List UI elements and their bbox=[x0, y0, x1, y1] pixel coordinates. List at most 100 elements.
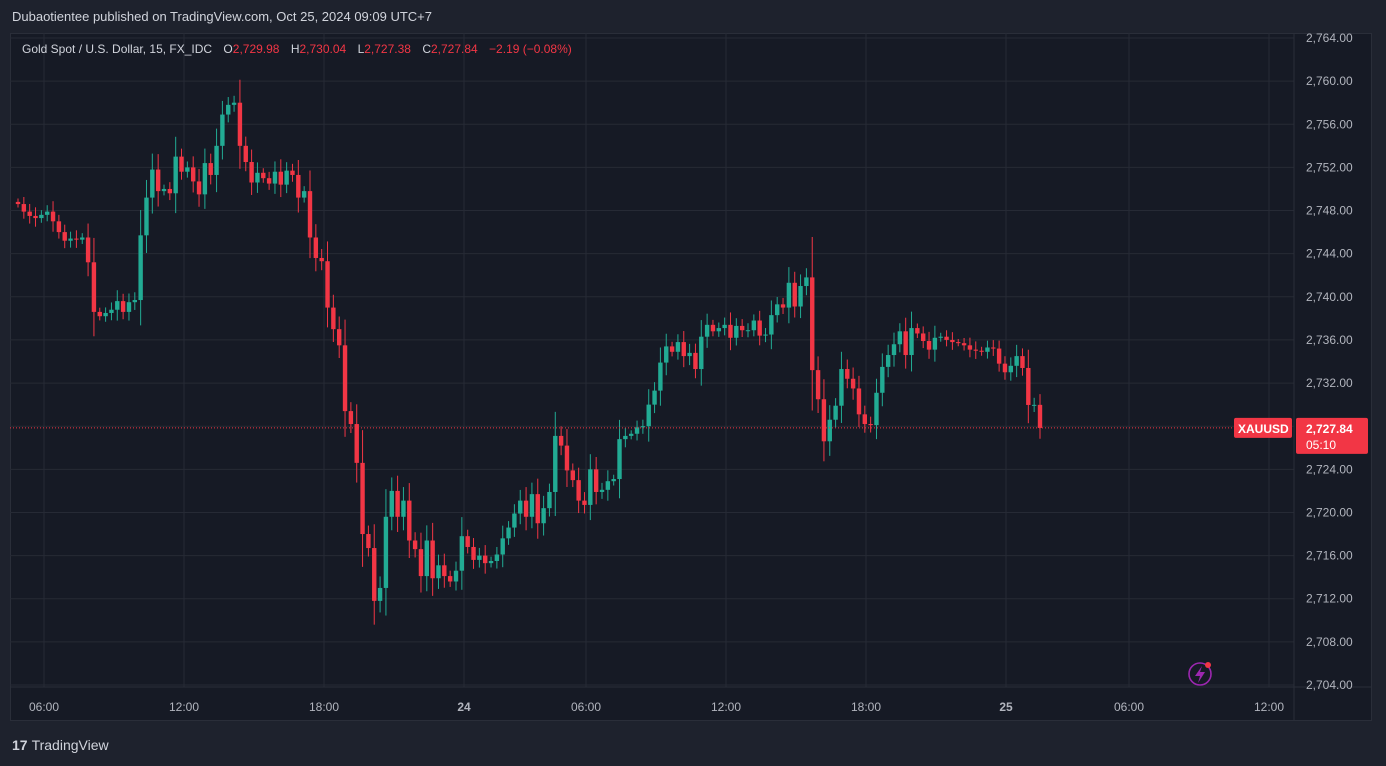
candle-body bbox=[407, 500, 412, 541]
candle bbox=[564, 429, 570, 487]
candle bbox=[33, 207, 38, 227]
brand-name: TradingView bbox=[31, 737, 109, 753]
candle-body bbox=[313, 237, 319, 258]
candle bbox=[395, 475, 400, 532]
candle-body bbox=[664, 346, 669, 363]
candle-body bbox=[120, 301, 126, 312]
candle bbox=[155, 154, 161, 207]
candle-body bbox=[780, 304, 786, 308]
candle bbox=[658, 347, 663, 406]
candle bbox=[74, 230, 79, 248]
candle-body bbox=[68, 238, 73, 241]
candle-body bbox=[126, 302, 132, 312]
candle-body bbox=[693, 352, 698, 370]
candle bbox=[500, 525, 505, 568]
candle-body bbox=[967, 345, 973, 350]
high-label: H bbox=[290, 42, 300, 56]
candle-body bbox=[500, 538, 505, 555]
candle-body bbox=[523, 500, 529, 517]
candle bbox=[623, 427, 628, 448]
candle-body bbox=[284, 170, 289, 185]
candle bbox=[97, 307, 102, 321]
candle bbox=[231, 95, 237, 112]
candle-body bbox=[745, 330, 751, 332]
chart-grid bbox=[10, 33, 1372, 721]
candle bbox=[518, 489, 523, 525]
time-tick-label: 12:00 bbox=[711, 700, 741, 714]
candle bbox=[956, 339, 961, 347]
candle bbox=[80, 233, 85, 244]
candle bbox=[903, 317, 908, 369]
candle-body bbox=[161, 188, 167, 192]
candle-body bbox=[979, 350, 984, 352]
close-label: C bbox=[422, 42, 431, 56]
candle bbox=[103, 307, 108, 322]
candlestick-chart[interactable]: 2,764.00 2,760.00 2,756.00 2,752.00 2,748.00… bbox=[10, 33, 1372, 721]
candle bbox=[459, 517, 465, 590]
candle-body bbox=[921, 333, 926, 342]
candle bbox=[780, 297, 786, 314]
candle-body bbox=[266, 178, 272, 184]
candle-body bbox=[220, 114, 225, 146]
candle bbox=[669, 341, 675, 357]
candle-body bbox=[710, 324, 716, 332]
time-tick-label: 12:00 bbox=[169, 700, 199, 714]
candle bbox=[868, 416, 873, 433]
candle-body bbox=[424, 540, 429, 577]
candle-body bbox=[985, 347, 990, 352]
candle bbox=[366, 525, 371, 557]
candle bbox=[465, 529, 470, 554]
candle-body bbox=[991, 347, 996, 349]
candle-body bbox=[45, 211, 50, 215]
candle-body bbox=[395, 490, 400, 517]
publisher-bar: Dubaotientee published on TradingView.co… bbox=[0, 0, 1386, 33]
candle-body bbox=[652, 390, 657, 405]
price-tick-label: 2,736.00 bbox=[1306, 333, 1353, 347]
candle bbox=[418, 532, 424, 593]
candle-body bbox=[897, 331, 903, 345]
candle-body bbox=[926, 341, 932, 350]
candle-body bbox=[757, 320, 762, 336]
candle-body bbox=[996, 348, 1002, 364]
candle-body bbox=[909, 328, 914, 356]
candle-body bbox=[337, 329, 342, 346]
open-label: O bbox=[223, 42, 233, 56]
candle-body bbox=[1037, 404, 1043, 428]
lightning-icon[interactable] bbox=[1188, 662, 1212, 686]
candle-body bbox=[956, 342, 961, 344]
candle bbox=[15, 198, 21, 208]
candle bbox=[407, 483, 412, 559]
candle bbox=[739, 319, 745, 338]
price-tick-label: 2,764.00 bbox=[1306, 33, 1353, 45]
candle bbox=[710, 319, 716, 337]
candle-body bbox=[307, 191, 313, 238]
candle bbox=[646, 389, 651, 442]
candle-body bbox=[885, 355, 891, 367]
candle-body bbox=[39, 214, 44, 219]
symbol-name[interactable]: Gold Spot / U.S. Dollar, 15, FX_IDC bbox=[22, 42, 213, 56]
candle bbox=[728, 312, 733, 351]
candle-body bbox=[868, 424, 873, 426]
candle bbox=[529, 482, 535, 529]
candle-body bbox=[477, 555, 482, 560]
candle bbox=[734, 318, 739, 346]
candle-body bbox=[50, 211, 56, 222]
price-tick-label: 2,748.00 bbox=[1306, 204, 1353, 218]
candle-body bbox=[412, 540, 418, 550]
footer-brand[interactable]: 17 TradingView bbox=[12, 733, 109, 757]
price-tick-label: 2,744.00 bbox=[1306, 247, 1353, 261]
candle bbox=[39, 210, 44, 223]
candle-body bbox=[296, 174, 301, 198]
candle bbox=[348, 402, 354, 433]
candle bbox=[880, 353, 885, 407]
candle bbox=[763, 328, 768, 343]
candle-body bbox=[272, 171, 278, 184]
candle-body bbox=[1031, 404, 1037, 406]
candle bbox=[436, 554, 441, 589]
candle-body bbox=[938, 336, 943, 338]
candle-body bbox=[623, 435, 628, 440]
candle bbox=[751, 314, 757, 337]
candle bbox=[1037, 394, 1043, 439]
candle-body bbox=[21, 204, 27, 212]
candle bbox=[961, 337, 967, 351]
